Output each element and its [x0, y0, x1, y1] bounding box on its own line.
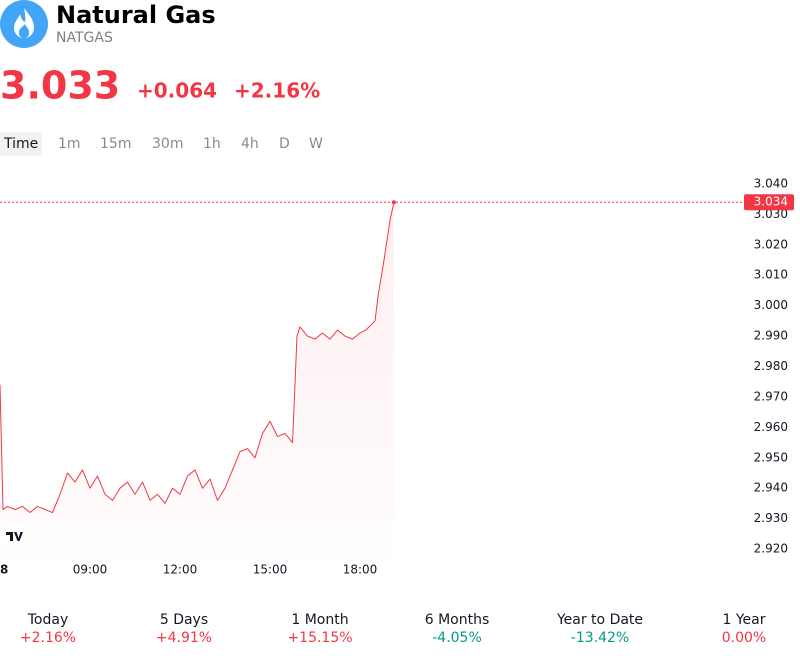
stat-change: 0.00% [722, 630, 766, 646]
stat-change: +4.91% [156, 630, 212, 646]
x-tick-label: 18:00 [343, 563, 378, 577]
x-tick-label: 15:00 [253, 563, 288, 577]
stat-change: +2.16% [20, 630, 76, 646]
change-pct: +2.16% [234, 79, 320, 103]
last-price-box [744, 194, 794, 211]
last-price-label: 3.034 [754, 195, 788, 209]
stat-period[interactable]: 1 Year [723, 612, 766, 628]
y-tick-label: 3.000 [754, 298, 788, 312]
timeframe-button[interactable]: 4h [241, 136, 259, 152]
y-tick-label: 2.980 [754, 359, 788, 373]
timeframe-button[interactable]: Time [3, 136, 38, 152]
timeframe-button[interactable]: 15m [100, 136, 131, 152]
y-tick-label: 2.930 [754, 511, 788, 525]
stat-period[interactable]: Year to Date [556, 612, 643, 628]
x-tick-label: 8 [0, 563, 8, 577]
price-line [0, 202, 395, 514]
flame [14, 8, 34, 39]
y-tick-label: 3.030 [754, 207, 788, 221]
y-tick-label: 2.940 [754, 481, 788, 495]
y-tick-label: 3.020 [754, 237, 788, 251]
y-tick-label: 3.040 [754, 176, 788, 190]
title: Natural Gas [56, 1, 216, 29]
area [0, 202, 394, 562]
y-tick-label: 3.010 [754, 268, 788, 282]
stat-period[interactable]: Today [27, 612, 69, 628]
timeframe-button[interactable]: 1h [203, 136, 221, 152]
price: 3.033 [0, 64, 120, 108]
tv-logo [1, 523, 27, 549]
timeframe-button[interactable]: 1m [58, 136, 81, 152]
stat-period[interactable]: 1 Month [291, 612, 348, 628]
stat-change: -13.42% [571, 630, 629, 646]
y-tick-label: 2.990 [754, 329, 788, 343]
stat-change: -4.05% [432, 630, 482, 646]
stat-change: +15.15% [287, 630, 352, 646]
stat-period[interactable]: 6 Months [425, 612, 490, 628]
y-tick-label: 2.920 [754, 542, 788, 556]
timeframe-active-bg [0, 132, 42, 156]
timeframe-button[interactable]: D [279, 136, 290, 152]
x-tick-label: 12:00 [163, 563, 198, 577]
change: +0.064 [137, 79, 217, 103]
stat-period[interactable]: 5 Days [160, 612, 208, 628]
y-tick-label: 2.950 [754, 450, 788, 464]
symbol: NATGAS [56, 30, 113, 46]
y-tick-label: 2.970 [754, 389, 788, 403]
y-tick-label: 2.960 [754, 420, 788, 434]
x-tick-label: 09:00 [73, 563, 108, 577]
timeframe-button[interactable]: W [309, 136, 323, 152]
timeframe-button[interactable]: 30m [152, 136, 183, 152]
